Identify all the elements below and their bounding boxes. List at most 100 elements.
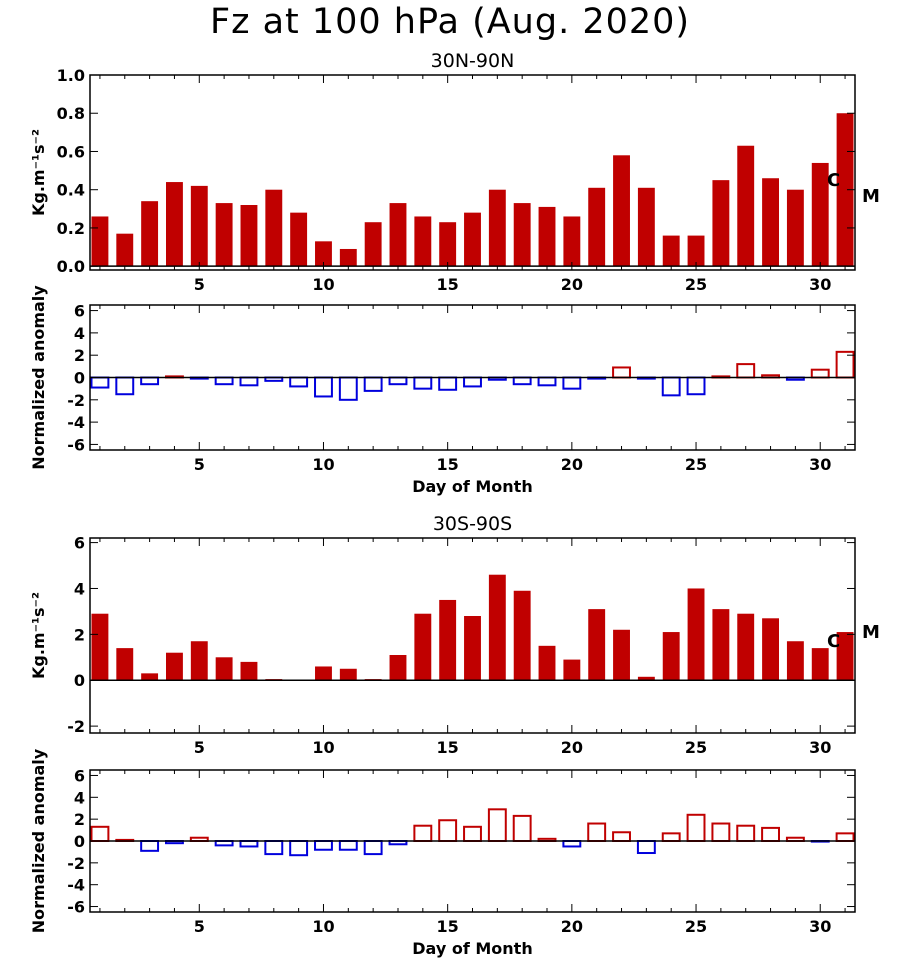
xtick-label-p3-20: 20 [561, 738, 583, 757]
xtick-label-p1-30: 30 [809, 275, 831, 294]
xtick-label-p1-15: 15 [437, 275, 459, 294]
bar-p4-day15 [438, 819, 458, 842]
bar-p1-day22 [613, 155, 630, 267]
bar-p2-day30 [810, 368, 830, 379]
bar-p2-day1 [90, 376, 110, 389]
bar-p4-day9 [289, 840, 309, 857]
bar-p1-day1 [91, 216, 109, 267]
bar-p4-day16 [463, 825, 482, 842]
bar-p2-day19 [537, 376, 557, 387]
bar-p4-day26 [711, 822, 731, 842]
bar-p1-day9 [290, 212, 308, 267]
ytick-label-p1-0.4: 0.4 [57, 181, 85, 200]
xtick-label-p3-5: 5 [194, 738, 205, 757]
ytick-label-p2--2: -2 [67, 391, 85, 410]
ytick-label-p3-0: 0 [74, 671, 85, 690]
xtick-label-p2-30: 30 [809, 455, 831, 474]
bar-p2-day6 [214, 376, 234, 386]
ytick-label-p2-6: 6 [74, 302, 85, 321]
bar-p3-day27 [737, 613, 755, 681]
bar-p3-day20 [563, 659, 581, 681]
bar-p1-day7 [240, 205, 258, 267]
bar-p1-day13 [389, 203, 407, 267]
bar-p3-day21 [588, 609, 606, 681]
ytick-label-p1-0.2: 0.2 [57, 219, 85, 238]
ytick-label-p2-0: 0 [74, 369, 85, 388]
xtick-label-p4-5: 5 [194, 917, 205, 936]
bar-p3-day26 [712, 609, 730, 681]
bar-p1-day30 [811, 162, 829, 267]
bar-p3-day19 [538, 645, 556, 681]
bar-p4-day25 [686, 813, 706, 842]
bar-p4-day22 [612, 831, 631, 842]
bar-p2-day24 [661, 376, 681, 397]
xtick-label-p3-30: 30 [809, 738, 831, 757]
xtick-label-p4-10: 10 [312, 917, 334, 936]
bar-p1-day20 [563, 216, 581, 267]
bar-p1-day26 [712, 180, 730, 267]
y-axis-label-p4: Normalized anomaly [29, 748, 48, 933]
bar-p3-day23 [637, 676, 655, 681]
ytick-label-p3--2: -2 [67, 717, 85, 736]
bar-p3-day4 [166, 652, 183, 681]
ytick-label-p1-0.8: 0.8 [57, 104, 85, 123]
bar-p3-day14 [414, 613, 432, 681]
bar-p2-day15 [438, 376, 458, 391]
xtick-label-p4-30: 30 [809, 917, 831, 936]
marker-c-p1: C [827, 170, 840, 191]
bar-p1-day11 [339, 248, 357, 267]
bar-p1-day23 [637, 187, 655, 267]
xtick-label-p3-15: 15 [437, 738, 459, 757]
bar-p3-day1 [91, 613, 109, 681]
bar-p3-day29 [786, 641, 804, 681]
bar-p3-day18 [513, 590, 531, 681]
bar-p4-day12 [363, 840, 383, 856]
y-axis-label-p1: Kg.m⁻¹s⁻² [29, 129, 48, 216]
bar-p1-day5 [190, 185, 208, 267]
marker-m-p3: M [862, 622, 880, 643]
bar-p1-day27 [737, 145, 755, 267]
bar-p2-day27 [736, 363, 756, 379]
bar-p3-day24 [662, 632, 680, 681]
bar-p2-day16 [463, 376, 482, 388]
xtick-label-p2-20: 20 [561, 455, 583, 474]
ytick-label-p4--2: -2 [67, 854, 85, 873]
ytick-label-p1-0.6: 0.6 [57, 142, 85, 161]
bar-p1-day28 [762, 178, 779, 267]
bar-p3-day3 [141, 673, 159, 681]
ytick-label-p4--6: -6 [67, 898, 85, 917]
bar-p2-day13 [388, 376, 408, 386]
bar-p3-day11 [339, 668, 357, 681]
bar-p4-day17 [487, 808, 507, 842]
bar-p1-day8 [265, 189, 283, 267]
y-axis-label-p2: Normalized anomaly [29, 285, 48, 470]
bar-p1-day24 [662, 235, 680, 267]
ytick-label-p1-0.0: 0.0 [57, 257, 85, 276]
bar-p2-day11 [338, 376, 358, 401]
bar-p3-day16 [464, 616, 481, 681]
ytick-label-p2-2: 2 [74, 346, 85, 365]
xtick-label-p2-10: 10 [312, 455, 334, 474]
xtick-label-p4-15: 15 [437, 917, 459, 936]
bar-p3-day28 [762, 618, 779, 681]
bar-p4-day20 [562, 840, 582, 848]
bar-p4-day11 [338, 840, 358, 851]
bar-p2-day2 [115, 376, 135, 396]
bar-p4-day8 [264, 840, 284, 856]
bar-p1-day15 [439, 222, 457, 267]
bar-p4-day1 [90, 825, 110, 842]
marker-m-p1: M [862, 186, 880, 207]
bar-p4-day3 [140, 840, 160, 852]
xtick-label-p4-25: 25 [685, 917, 707, 936]
xtick-label-p3-25: 25 [685, 738, 707, 757]
x-axis-label-p4: Day of Month [412, 939, 532, 958]
bar-p1-day10 [315, 241, 332, 267]
bar-p1-day3 [141, 201, 159, 267]
bar-p4-day21 [587, 822, 607, 842]
bar-p2-day31 [835, 350, 855, 379]
bar-p2-day22 [612, 366, 631, 379]
bar-p3-day13 [389, 655, 407, 681]
bar-p3-day7 [240, 661, 258, 681]
ytick-label-p3-4: 4 [74, 579, 85, 598]
